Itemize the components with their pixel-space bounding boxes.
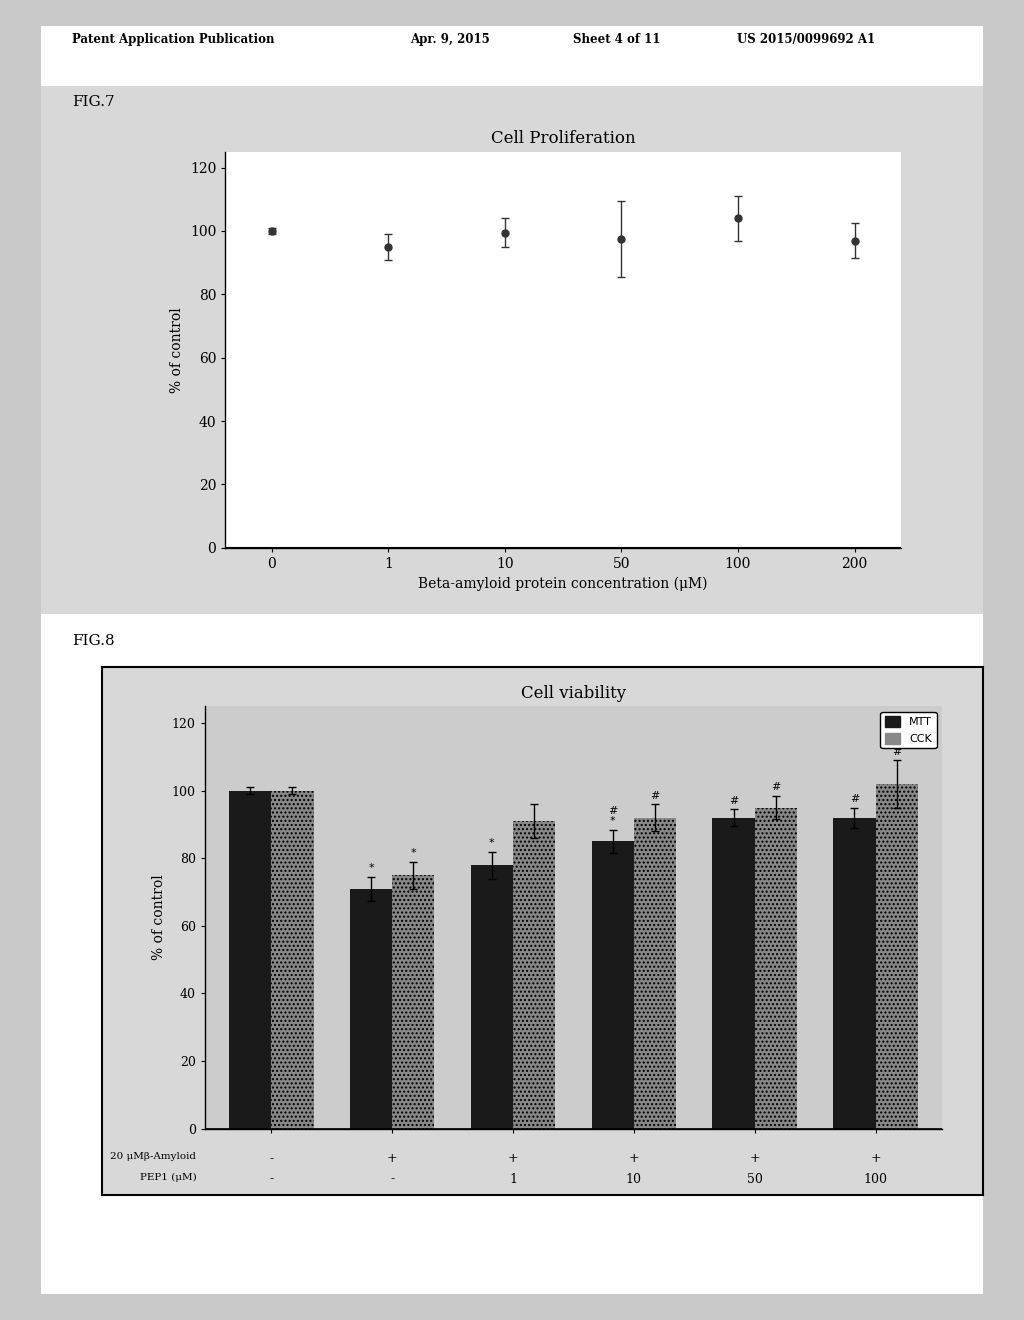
Text: US 2015/0099692 A1: US 2015/0099692 A1: [737, 33, 876, 46]
Text: #: #: [729, 796, 738, 807]
Text: +: +: [629, 1152, 639, 1166]
Bar: [471, 865, 513, 1129]
Text: +: +: [508, 1152, 518, 1166]
Text: +: +: [870, 1152, 881, 1166]
Text: *: *: [369, 863, 374, 874]
Text: +: +: [750, 1152, 760, 1166]
Y-axis label: % of control: % of control: [170, 308, 184, 392]
Bar: [392, 875, 434, 1129]
Text: *: *: [411, 849, 416, 858]
Text: 20 μMβ-Amyloid: 20 μMβ-Amyloid: [111, 1152, 197, 1162]
Title: Cell viability: Cell viability: [521, 685, 626, 702]
Text: 1: 1: [509, 1172, 517, 1185]
Bar: [513, 821, 555, 1129]
Bar: [271, 791, 313, 1129]
Y-axis label: % of control: % of control: [153, 875, 166, 960]
Legend: MTT, CCK: MTT, CCK: [881, 711, 937, 748]
Text: 100: 100: [863, 1172, 888, 1185]
Text: *: *: [489, 838, 495, 849]
Bar: [350, 888, 392, 1129]
Bar: [834, 817, 876, 1129]
Bar: [876, 784, 918, 1129]
Text: FIG.8: FIG.8: [72, 634, 115, 648]
Bar: [229, 791, 271, 1129]
Text: FIG.7: FIG.7: [72, 95, 115, 110]
Text: Apr. 9, 2015: Apr. 9, 2015: [410, 33, 489, 46]
Text: Patent Application Publication: Patent Application Publication: [72, 33, 274, 46]
Text: #: #: [771, 783, 780, 792]
Bar: [755, 808, 797, 1129]
Text: #: #: [650, 791, 659, 801]
Text: PEP1 (μM): PEP1 (μM): [139, 1172, 197, 1181]
Text: Sheet 4 of 11: Sheet 4 of 11: [573, 33, 660, 46]
Text: +: +: [387, 1152, 397, 1166]
Bar: [634, 817, 676, 1129]
Text: #: #: [892, 747, 901, 756]
Bar: [713, 817, 755, 1129]
Text: #
*: # *: [608, 807, 617, 826]
Text: 50: 50: [746, 1172, 763, 1185]
Title: Cell Proliferation: Cell Proliferation: [490, 131, 636, 148]
Text: -: -: [390, 1172, 394, 1185]
Text: #: #: [850, 795, 859, 804]
Text: -: -: [269, 1152, 273, 1166]
Text: 10: 10: [626, 1172, 642, 1185]
Bar: [592, 841, 634, 1129]
X-axis label: Beta-amyloid protein concentration (μM): Beta-amyloid protein concentration (μM): [419, 577, 708, 591]
Text: -: -: [269, 1172, 273, 1185]
